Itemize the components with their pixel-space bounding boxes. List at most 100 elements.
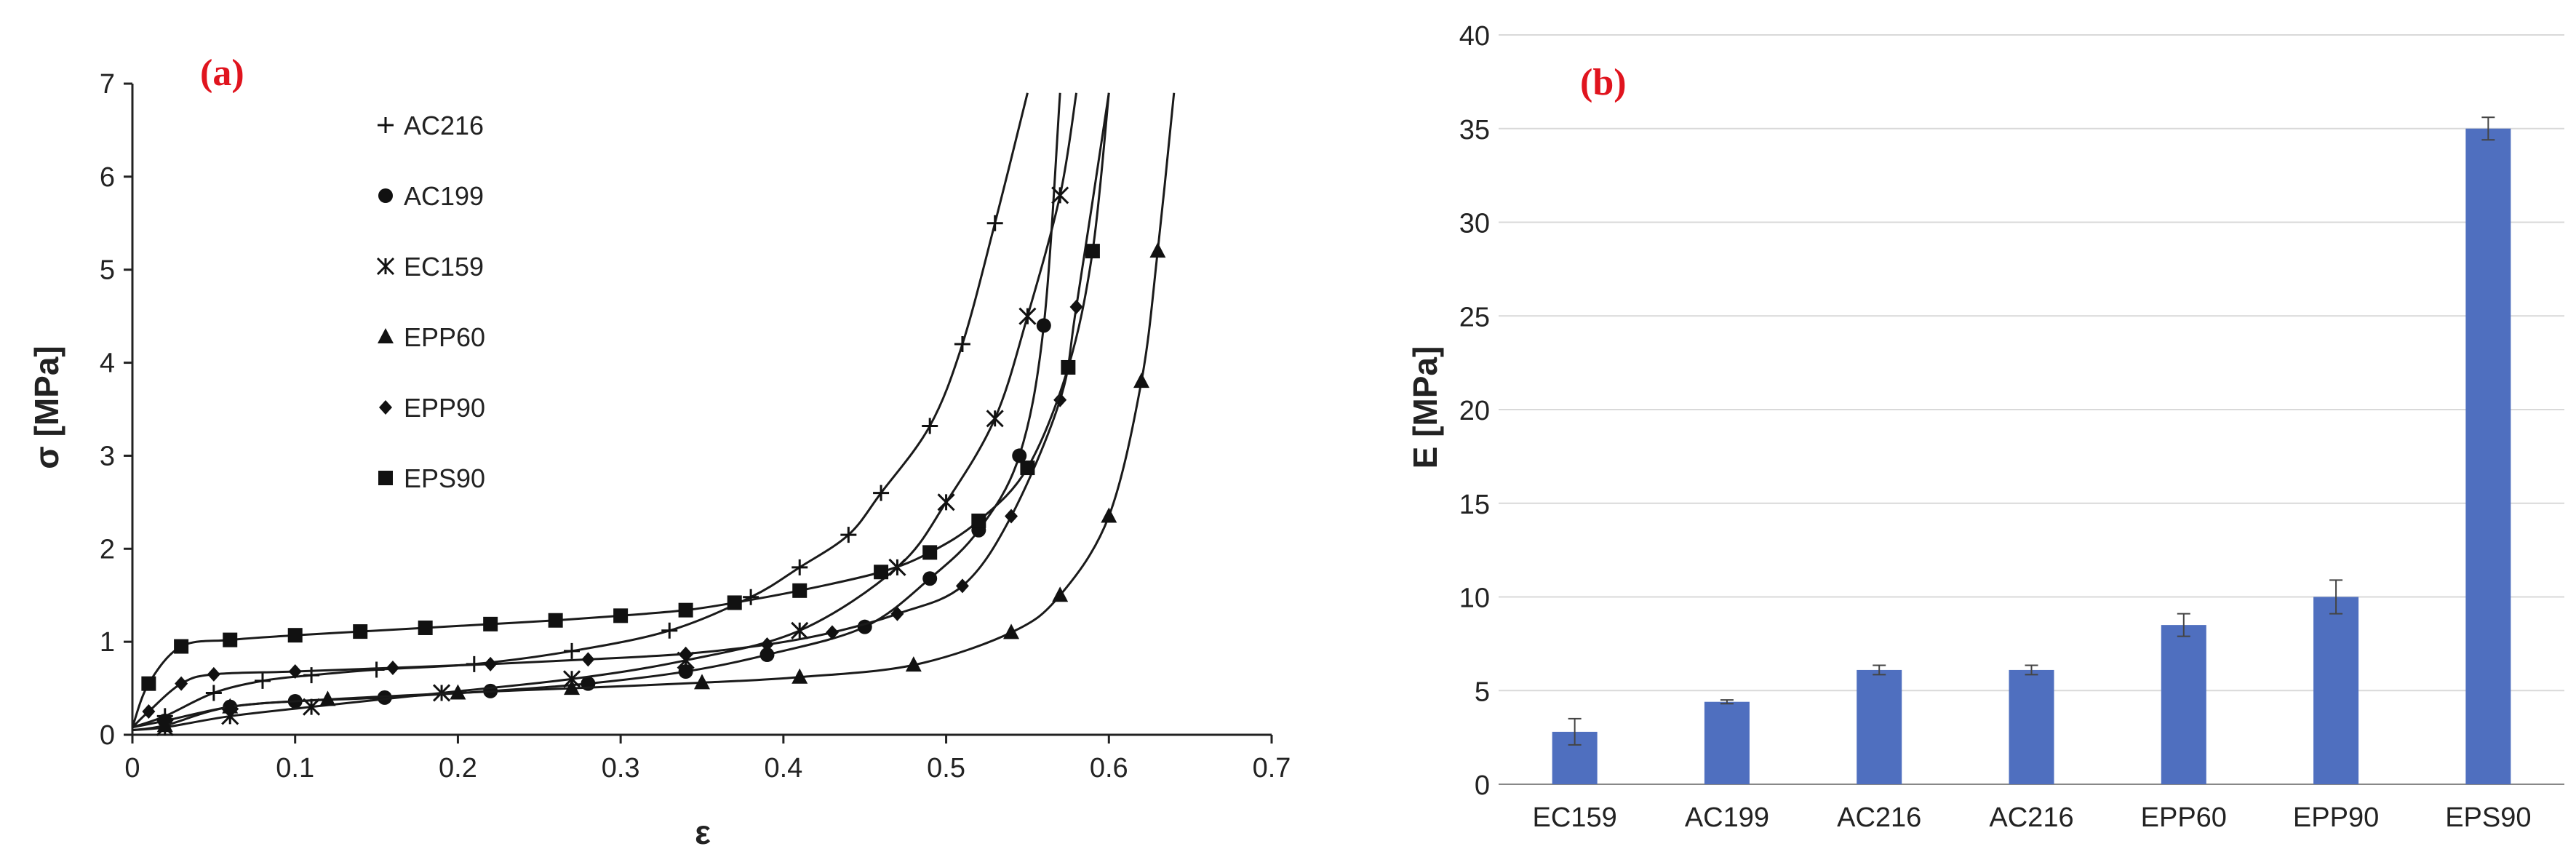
- error-bar: [1720, 699, 1734, 705]
- x-category-label: AC199: [1685, 802, 1769, 833]
- legend-label-epp60: EPP60: [404, 322, 485, 352]
- series-eps90-point: [1061, 359, 1076, 375]
- series-ec159-point: [937, 493, 955, 511]
- y-tick-label: 40: [1459, 21, 1490, 52]
- series-epp60-point: [1003, 623, 1020, 639]
- y-tick-label: 5: [1475, 677, 1490, 707]
- series-epp90-point: [207, 666, 220, 682]
- y-tick-label: 0: [1475, 770, 1490, 801]
- series-epp90-point: [288, 664, 302, 679]
- series-ec159-point: [1018, 307, 1037, 325]
- panel-b: 0 5 10 15 20 25 30 35 40 EC159 AC199 AC216 AC216 EPP…: [1406, 21, 2564, 833]
- series-epp90-point: [890, 606, 904, 621]
- series-epp90-point: [142, 704, 156, 720]
- panel-a-xlabel: ε: [695, 813, 711, 851]
- panel-a: 0 1 2 3 4 5 6 7 0 0.1 0.2 0.3 0.4 0.5 0.6 0.7 AC216 AC1…: [28, 52, 1291, 851]
- series-ac216-point: [873, 485, 890, 501]
- x-tick-label: 0.6: [1090, 753, 1128, 784]
- series-eps90-point: [353, 624, 368, 639]
- series-epp60-point: [791, 668, 808, 684]
- x-category-label: EPS90: [2445, 802, 2531, 833]
- series-eps90-point: [418, 620, 433, 635]
- series-epp90-point: [760, 637, 774, 652]
- legend-marker-ec159: [376, 257, 395, 276]
- panel-a-y-ticks: 0 1 2 3 4 5 6 7: [100, 69, 132, 751]
- series-eps90-point: [548, 613, 563, 628]
- series-ec159-point: [1051, 186, 1069, 204]
- y-tick-label: 35: [1459, 115, 1490, 146]
- series-epp60-point: [1149, 242, 1166, 258]
- panel-a-x-ticks: 0 0.1 0.2 0.3 0.4 0.5 0.6 0.7: [124, 735, 1291, 784]
- bar-ac216: [1857, 669, 1902, 784]
- bar-ac199: [1704, 701, 1750, 784]
- panel-b-x-ticks: EC159 AC199 AC216 AC216 EPP60 EPP90 EPS90: [1533, 802, 2532, 833]
- series-ac216-point: [661, 622, 678, 639]
- panel-a-legend: AC216 AC199 EC159 EPP60 EPP90 EPS90: [376, 111, 485, 493]
- legend-marker-epp90: [379, 400, 392, 415]
- panel-b-gridlines: [1499, 34, 2564, 692]
- x-tick-label: 0.7: [1253, 753, 1291, 784]
- series-eps90-point: [922, 545, 938, 560]
- panel-b-label: (b): [1580, 62, 1627, 103]
- y-tick-label: 6: [100, 162, 115, 193]
- y-tick-label: 2: [100, 534, 115, 565]
- legend-marker-epp60: [378, 328, 394, 343]
- series-ac216-line: [132, 92, 1029, 729]
- legend-label-eps90: EPS90: [404, 463, 485, 493]
- series-eps90-point: [483, 616, 498, 631]
- series-epp60-point: [1133, 372, 1150, 388]
- legend-marker-ac216: [378, 117, 394, 133]
- series-eps90-point: [727, 595, 742, 610]
- x-tick-label: 0.1: [276, 753, 314, 784]
- x-tick-label: 0.2: [439, 753, 477, 784]
- error-bar: [2025, 664, 2038, 676]
- series-epp90-point: [581, 652, 595, 667]
- series-ac216-point: [791, 559, 808, 575]
- series-ac199-point: [922, 571, 938, 586]
- series-ac199-point: [759, 647, 775, 663]
- legend-label-ec159: EC159: [404, 252, 484, 282]
- series-epp90-point: [175, 676, 188, 691]
- panel-b-y-ticks: 0 5 10 15 20 25 30 35 40: [1459, 21, 1490, 801]
- series-eps90-point: [1020, 461, 1035, 476]
- legend-marker-eps90: [378, 471, 393, 485]
- y-tick-label: 5: [100, 255, 115, 286]
- panel-a-label: (a): [200, 52, 244, 94]
- x-tick-label: 0.4: [764, 753, 802, 784]
- series-ac216-point: [254, 672, 271, 689]
- legend-label-epp90: EPP90: [404, 393, 485, 423]
- bar-ac216: [2009, 669, 2054, 784]
- y-tick-label: 3: [100, 441, 115, 471]
- y-tick-label: 10: [1459, 583, 1490, 614]
- error-bar: [1568, 717, 1582, 746]
- series-eps90-point: [1085, 244, 1100, 259]
- series-epp90-point: [1005, 509, 1018, 524]
- series-epp60-point: [319, 690, 336, 706]
- y-tick-label: 0: [100, 720, 115, 751]
- series-epp90-point: [955, 578, 969, 594]
- series-ac216-point: [205, 685, 222, 701]
- bar-eps90: [2465, 128, 2511, 784]
- panel-b-bars: [1552, 116, 2511, 784]
- y-tick-label: 30: [1459, 209, 1490, 239]
- legend-label-ac199: AC199: [404, 181, 484, 211]
- series-ac216-point: [986, 215, 1003, 231]
- panel-a-series: [131, 92, 1176, 736]
- series-epp60-point: [156, 717, 173, 733]
- series-ec159-point: [791, 621, 809, 639]
- series-epp60-point: [1052, 586, 1069, 602]
- legend-marker-ac199: [378, 188, 393, 203]
- series-ac216-point: [743, 589, 759, 605]
- series-epp90-point: [484, 656, 498, 671]
- series-epp90-point: [1069, 299, 1083, 314]
- series-ec159-line: [132, 92, 1078, 732]
- y-tick-label: 15: [1459, 490, 1490, 520]
- y-tick-label: 1: [100, 627, 115, 658]
- series-ac216-point: [840, 527, 857, 543]
- series-eps90-point: [792, 583, 808, 598]
- x-category-label: AC216: [1837, 802, 1921, 833]
- bar-epp90: [2313, 597, 2359, 784]
- series-epp90-point: [825, 625, 839, 640]
- series-epp60-point: [1101, 507, 1117, 523]
